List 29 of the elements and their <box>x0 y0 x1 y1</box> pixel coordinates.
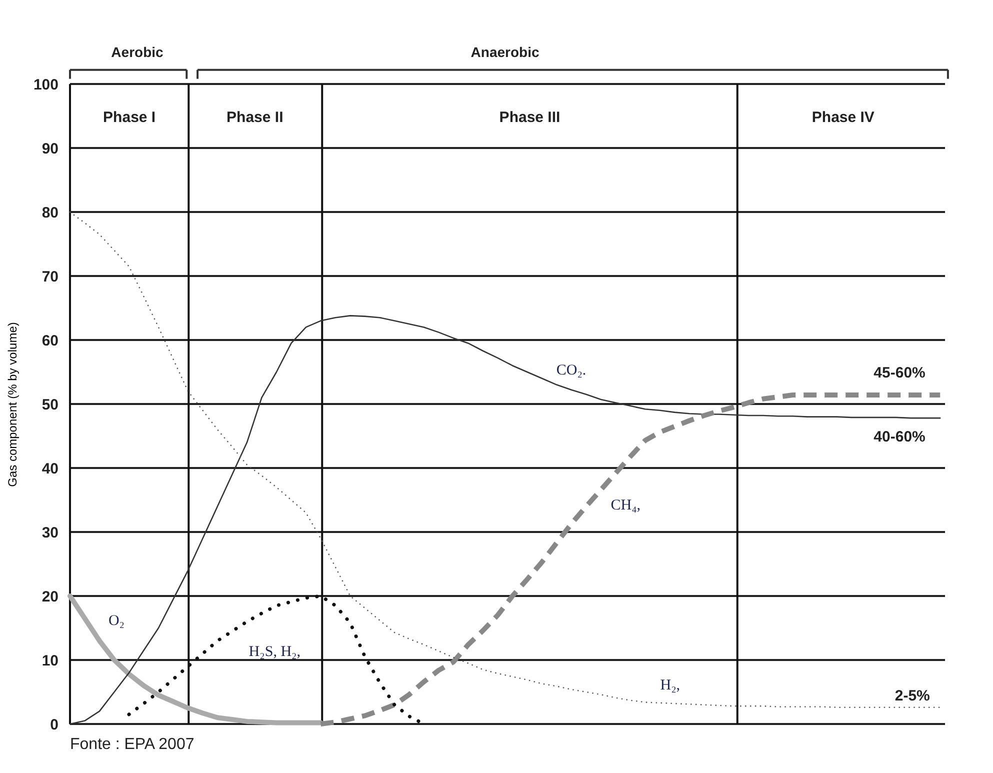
y-tick-label: 40 <box>42 460 58 478</box>
series-label: CO₂. <box>556 362 586 378</box>
y-tick-label: 30 <box>42 524 58 542</box>
annotation: 45-60% <box>874 364 926 382</box>
series-label: O₂ <box>108 613 124 630</box>
series-label: CH₄, <box>610 498 641 514</box>
y-tick-label: 70 <box>42 268 58 286</box>
y-tick-label: 0 <box>50 716 58 734</box>
y-tick-label: 90 <box>42 140 58 158</box>
annotation: Phase I <box>103 109 156 126</box>
y-tick-label: 60 <box>42 332 58 350</box>
y-tick-label: 80 <box>42 204 58 222</box>
y-tick-label: 10 <box>42 652 58 670</box>
series-label: H₂, <box>660 677 680 694</box>
series-label: H₂S, H₂, <box>248 644 301 660</box>
y-tick-label: 20 <box>42 588 58 606</box>
y-axis-title: Gas component (% by volume) <box>5 322 20 487</box>
y-tick-label: 100 <box>33 76 58 94</box>
y-tick-label: 50 <box>42 396 58 414</box>
annotation: Phase II <box>226 109 284 126</box>
annotation: 2-5% <box>894 688 930 705</box>
line-series <box>69 315 941 725</box>
text: Anaerobic <box>470 44 540 60</box>
annotation: Phase IV <box>812 109 874 126</box>
source-note: Fonte : EPA 2007 <box>70 736 194 753</box>
line-series <box>69 211 941 708</box>
text: Aerobic <box>111 44 164 60</box>
annotation: Phase III <box>499 109 560 126</box>
annotation: 40-60% <box>874 428 926 446</box>
